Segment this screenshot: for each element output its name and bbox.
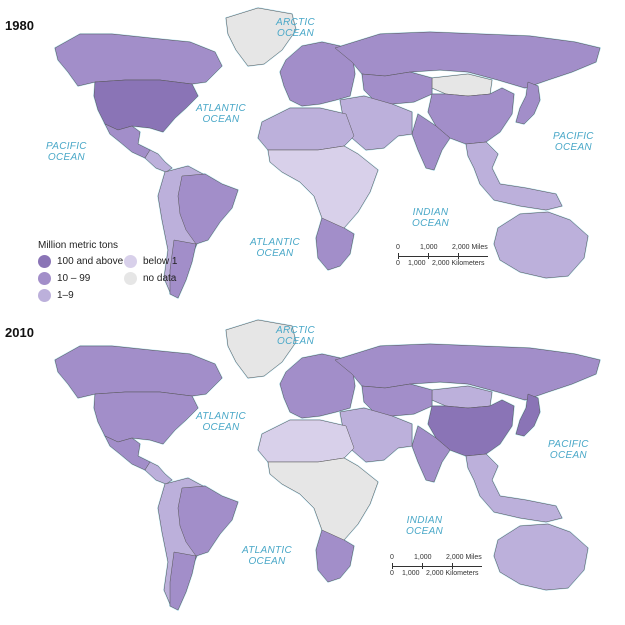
region-south-africa [315, 217, 355, 271]
legend-label: 1–9 [57, 290, 74, 301]
map-2010: 2010 ARCTIC OCEAN ATLANTIC OCEAN PACIFIC… [0, 312, 625, 624]
region-europe [279, 41, 356, 107]
legend-item: 100 and above [38, 255, 123, 268]
region-australia [493, 523, 589, 591]
scale-km-2000: 2,000 Kilometers [426, 570, 479, 577]
region-europe [279, 353, 356, 419]
ocean-label-arctic: ARCTIC OCEAN [276, 325, 316, 347]
region-brazil [177, 485, 239, 557]
region-australia [493, 211, 589, 279]
region-africa-north [257, 419, 355, 463]
scale-km-0: 0 [390, 570, 394, 577]
legend-item: no data [124, 272, 176, 285]
region-japan [515, 393, 541, 437]
region-central-america [144, 461, 173, 485]
region-usa [93, 391, 199, 445]
map-year-label: 2010 [5, 325, 34, 340]
ocean-label-atlantic-south: ATLANTIC OCEAN [250, 237, 300, 259]
legend-swatch [124, 272, 137, 285]
legend-label: below 1 [143, 256, 178, 267]
ocean-label-pacific-east: PACIFIC OCEAN [548, 439, 589, 461]
region-africa-mid [267, 145, 379, 235]
legend-title: Million metric tons [38, 240, 119, 251]
region-south-africa [315, 529, 355, 583]
region-greenland [225, 319, 297, 379]
ocean-label-atlantic-south: ATLANTIC OCEAN [242, 545, 292, 567]
region-africa-mid [267, 457, 379, 547]
scale-km-1000: 1,000 [408, 260, 426, 267]
ocean-label-pacific-west: PACIFIC OCEAN [46, 141, 87, 163]
region-brazil [177, 173, 239, 245]
legend-swatch [38, 272, 51, 285]
legend-item: 10 – 99 [38, 272, 90, 285]
ocean-label-arctic: ARCTIC OCEAN [276, 17, 316, 39]
ocean-label-atlantic-north: ATLANTIC OCEAN [196, 103, 246, 125]
world-map-2010 [54, 319, 601, 612]
legend-swatch [38, 255, 51, 268]
legend-item: below 1 [124, 255, 177, 268]
scale-miles-2000: 2,000 Miles [446, 554, 482, 561]
legend-swatch [124, 255, 137, 268]
world-map-1980 [54, 7, 601, 300]
region-usa [93, 79, 199, 133]
scale-miles-1000: 1,000 [414, 554, 432, 561]
region-mexico [104, 435, 151, 471]
map-1980: 1980 ARCTIC OCEAN ATLANTIC OCEAN PACIFIC… [0, 0, 625, 312]
legend-label: no data [143, 273, 177, 284]
region-central-asia [361, 71, 433, 105]
legend-swatch [38, 289, 51, 302]
region-africa-north [257, 107, 355, 151]
region-north-america [54, 33, 223, 87]
region-india [411, 425, 451, 483]
region-se-asia [465, 141, 563, 211]
legend-label: 100 and above [57, 256, 124, 267]
region-north-america [54, 345, 223, 399]
scale-miles-0: 0 [396, 244, 400, 251]
scale-bar: 0 1,000 2,000 Miles 0 1,000 2,000 Kilome… [390, 554, 482, 577]
scale-miles-1000: 1,000 [420, 244, 438, 251]
region-middle-east [339, 95, 413, 151]
scale-miles-0: 0 [390, 554, 394, 561]
ocean-label-indian: INDIAN OCEAN [406, 515, 444, 537]
region-central-asia [361, 383, 433, 417]
scale-km-2000: 2,000 Kilometers [432, 260, 485, 267]
scale-km-0: 0 [396, 260, 400, 267]
scale-km-1000: 1,000 [402, 570, 420, 577]
map-year-label: 1980 [5, 18, 34, 33]
region-india [411, 113, 451, 171]
ocean-label-pacific-east: PACIFIC OCEAN [553, 131, 594, 153]
legend-label: 10 – 99 [57, 273, 91, 284]
scale-bar: 0 1,000 2,000 Miles 0 1,000 2,000 Kilome… [396, 244, 488, 267]
ocean-label-indian: INDIAN OCEAN [412, 207, 450, 229]
region-argentina [169, 239, 197, 299]
region-greenland [225, 7, 297, 67]
region-mexico [104, 123, 151, 159]
region-middle-east [339, 407, 413, 463]
scale-miles-2000: 2,000 Miles [452, 244, 488, 251]
region-central-america [144, 149, 173, 173]
region-se-asia [465, 453, 563, 523]
legend-item: 1–9 [38, 289, 74, 302]
ocean-label-atlantic-north: ATLANTIC OCEAN [196, 411, 246, 433]
region-japan [515, 81, 541, 125]
region-argentina [169, 551, 197, 611]
